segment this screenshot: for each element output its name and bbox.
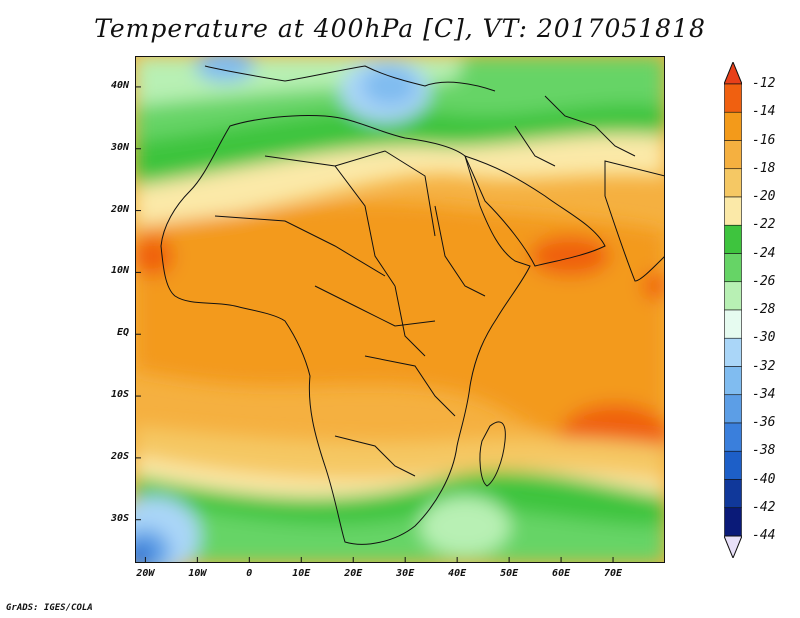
lon-label: 50E [500,568,519,579]
colorbar-label: -18 [752,160,776,176]
colorbar-box [724,224,742,254]
lat-label: 20N [110,203,129,215]
lat-label: EQ [116,327,129,339]
colorbar-box [724,253,742,283]
colorbar-box [724,196,742,226]
lat-label: 40N [110,79,129,91]
lat-label: 30N [110,141,129,153]
colorbar-box [724,507,742,537]
lon-label: 10E [292,568,311,579]
colorbar-label: -30 [752,330,776,346]
colorbar-box [724,366,742,396]
colorbar-box [724,309,742,339]
temperature-map [135,56,665,563]
map-frame [135,56,665,563]
colorbar-label: -14 [752,104,776,120]
colorbar-label: -44 [752,528,776,543]
colorbar-box [724,450,742,480]
colorbar-label: -42 [752,499,776,515]
lon-label: 60E [552,568,571,579]
colorbar-box [724,281,742,311]
colorbar-label: -20 [752,189,776,204]
colorbar-label: -36 [752,415,776,430]
lon-label: 40E [448,568,467,579]
colorbar-label: -40 [752,471,776,487]
colorbar-box [724,140,742,170]
lon-label: 20E [344,568,363,579]
colorbar-top-arrow [723,60,743,85]
grads-credit: GrADS: IGES/COLA [6,603,93,613]
lat-label: 20S [110,450,129,462]
colorbar-label: -32 [752,358,776,374]
colorbar-label: -26 [752,273,776,289]
lon-label: 0 [246,568,253,579]
temperature-field [135,56,665,563]
colorbar-label: -22 [752,217,776,233]
lon-label: 10W [188,568,207,579]
colorbar-box [724,422,742,452]
lon-label: 30E [396,568,415,579]
colorbar-box [724,479,742,509]
colorbar-box [724,111,742,141]
colorbar-label: -34 [752,386,776,402]
colorbar-box [724,394,742,424]
lat-label: 10N [110,265,129,277]
lon-label: 70E [604,568,623,579]
colorbar-label: -28 [752,302,776,317]
colorbar-box [724,337,742,367]
colorbar-label: -16 [752,132,776,148]
colorbar-box [724,83,742,113]
axis-ticks [135,86,614,563]
colorbar-box [724,168,742,198]
colorbar-label: -38 [752,443,776,459]
colorbar-label: -12 [752,76,776,91]
lon-label: 20W [136,568,155,579]
lat-label: 30S [110,512,129,524]
colorbar-label: -24 [752,245,776,261]
map-title: Temperature at 400hPa [C], VT: 201705181… [94,14,706,43]
colorbar [723,60,743,560]
colorbar-bottom-arrow [723,535,743,560]
lat-label: 10S [110,389,129,401]
coastlines [160,65,665,545]
